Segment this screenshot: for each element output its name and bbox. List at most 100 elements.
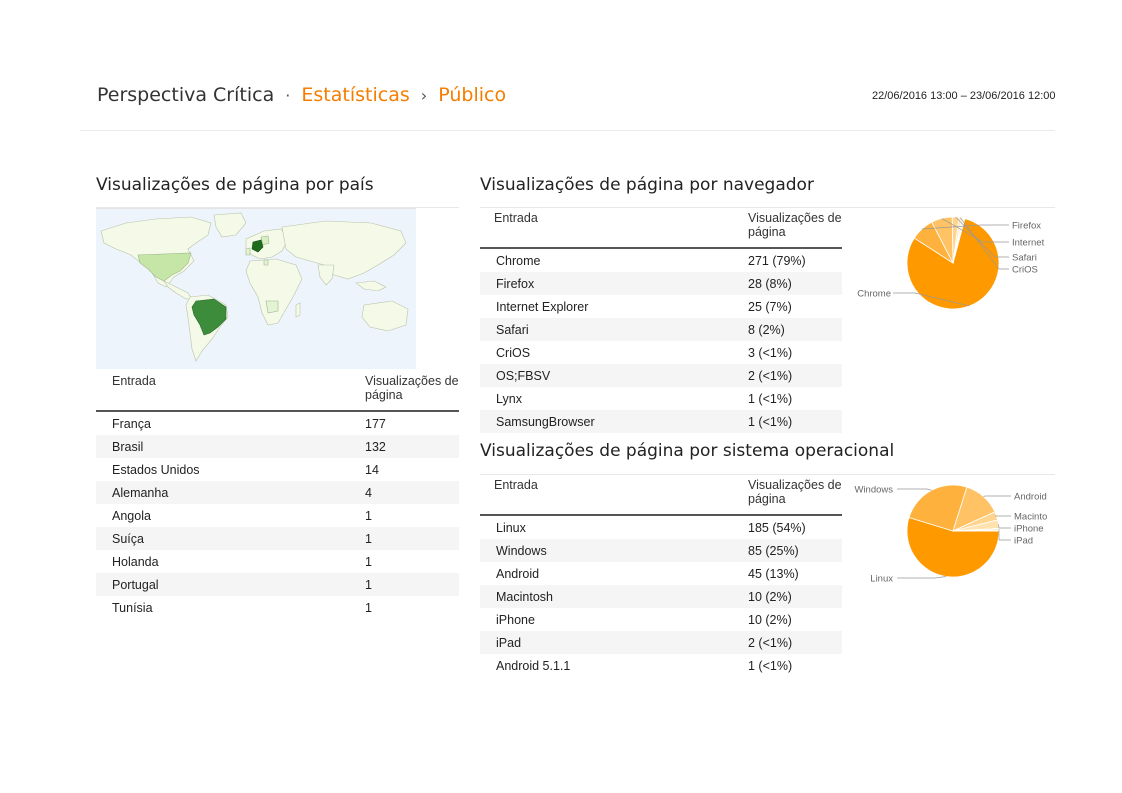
row-views: 28 (8%) bbox=[748, 272, 842, 295]
row-views: 10 (2%) bbox=[748, 612, 792, 627]
row-name: Firefox bbox=[480, 272, 748, 295]
table-row: Internet Explorer 25 (7%) bbox=[480, 295, 842, 318]
row-views: 132 bbox=[365, 435, 459, 458]
asia-shape[interactable] bbox=[281, 220, 407, 280]
pie-label: Internet bbox=[1012, 238, 1045, 249]
world-map[interactable] bbox=[96, 208, 416, 369]
row-name: iPhone bbox=[496, 612, 535, 627]
madagascar-shape[interactable] bbox=[295, 302, 301, 318]
table-header: Entrada Visualizações de página bbox=[480, 211, 842, 248]
table-row: Macintosh 10 (2%) bbox=[480, 585, 842, 608]
row-name: Android bbox=[496, 566, 540, 581]
row-views: 25 (7%) bbox=[748, 299, 792, 314]
col-views[interactable]: Visualizações de página bbox=[748, 211, 842, 239]
australia-shape[interactable] bbox=[361, 300, 409, 332]
table-row: Holanda 1 bbox=[96, 550, 459, 573]
africa-shape[interactable] bbox=[245, 258, 303, 326]
pie-label: Macinto bbox=[1014, 512, 1047, 523]
row-views: 85 (25%) bbox=[748, 539, 842, 562]
section-divider bbox=[480, 207, 1055, 208]
pie-leader-line bbox=[921, 224, 1009, 230]
row-views: 3 (<1%) bbox=[748, 345, 793, 360]
row-name: Lynx bbox=[496, 391, 522, 406]
tunisia-shape[interactable] bbox=[263, 259, 269, 266]
col-entry[interactable]: Entrada bbox=[494, 211, 538, 225]
row-views: 1 (<1%) bbox=[748, 658, 793, 673]
table-header: Entrada Visualizações de página bbox=[96, 374, 459, 411]
row-views: 1 (<1%) bbox=[748, 391, 793, 406]
row-name: Angola bbox=[112, 508, 151, 523]
table-row: Chrome 271 (79%) bbox=[480, 248, 842, 272]
angola-shape[interactable] bbox=[265, 300, 279, 314]
row-name: Holanda bbox=[112, 554, 159, 569]
pie-label: Windows bbox=[854, 485, 893, 496]
table-row: Firefox 28 (8%) bbox=[480, 272, 842, 295]
browser-table: Entrada Visualizações de página Chrome 27… bbox=[480, 211, 842, 433]
table-row: CriOS 3 (<1%) bbox=[480, 341, 842, 364]
row-name: Windows bbox=[480, 539, 748, 562]
row-name: Linux bbox=[496, 520, 526, 535]
table-row: Suíça 1 bbox=[96, 527, 459, 550]
germany-shape[interactable] bbox=[260, 235, 270, 246]
page-title[interactable]: Público bbox=[438, 84, 507, 106]
col-entry[interactable]: Entrada bbox=[112, 374, 156, 388]
table-row: OS;FBSV 2 (<1%) bbox=[480, 364, 842, 387]
table-row: Android 45 (13%) bbox=[480, 562, 842, 585]
col-entry[interactable]: Entrada bbox=[494, 478, 538, 492]
table-row: Alemanha 4 bbox=[96, 481, 459, 504]
row-views: 14 bbox=[365, 462, 379, 477]
row-name: Portugal bbox=[96, 573, 365, 596]
pie-label: Linux bbox=[870, 574, 893, 585]
table-row: iPhone 10 (2%) bbox=[480, 608, 842, 631]
stats-link[interactable]: Estatísticas bbox=[301, 84, 410, 106]
table-row: Lynx 1 (<1%) bbox=[480, 387, 842, 410]
country-table: Entrada Visualizações de página França 17… bbox=[96, 374, 459, 619]
table-header: Entrada Visualizações de página bbox=[480, 478, 842, 515]
table-row: iPad 2 (<1%) bbox=[480, 631, 842, 654]
row-views: 10 (2%) bbox=[748, 585, 842, 608]
row-name: Safari bbox=[480, 318, 748, 341]
row-views: 8 (2%) bbox=[748, 318, 842, 341]
usa-shape[interactable] bbox=[137, 252, 192, 282]
row-name: Tunísia bbox=[112, 600, 153, 615]
greenland-shape[interactable] bbox=[213, 212, 247, 238]
row-name: Android 5.1.1 bbox=[496, 658, 571, 673]
row-name: Estados Unidos bbox=[112, 462, 200, 477]
col-views[interactable]: Visualizações de página bbox=[365, 374, 459, 402]
indonesia-shape[interactable] bbox=[355, 280, 387, 292]
pie-leader-line bbox=[941, 218, 1009, 243]
site-title[interactable]: Perspectiva Crítica bbox=[97, 84, 275, 106]
row-views: 45 (13%) bbox=[748, 566, 799, 581]
brazil-shape[interactable] bbox=[191, 298, 227, 336]
table-row: Windows 85 (25%) bbox=[480, 539, 842, 562]
world-map-svg bbox=[96, 209, 416, 369]
row-views: 177 bbox=[365, 416, 386, 431]
pie-leader-line bbox=[897, 576, 947, 579]
col-views[interactable]: Visualizações de página bbox=[748, 478, 842, 506]
section-divider bbox=[480, 474, 1055, 475]
north-america-shape[interactable] bbox=[100, 216, 212, 288]
row-name: Brasil bbox=[96, 435, 365, 458]
pie-slice-samsungbrowser[interactable] bbox=[952, 217, 966, 264]
row-views: 1 bbox=[365, 554, 372, 569]
row-views: 1 bbox=[365, 527, 459, 550]
os-section-title: Visualizações de página por sistema oper… bbox=[480, 441, 895, 461]
browser-section-title: Visualizações de página por navegador bbox=[480, 175, 814, 195]
india-shape[interactable] bbox=[317, 264, 335, 286]
breadcrumb-chevron: › bbox=[420, 86, 428, 105]
pie-label: Firefox bbox=[1012, 221, 1041, 232]
row-name: Chrome bbox=[496, 253, 541, 268]
pie-slice-linux[interactable] bbox=[906, 517, 1000, 578]
portugal-shape[interactable] bbox=[245, 247, 251, 256]
pie-slice-windows[interactable] bbox=[908, 484, 968, 532]
row-name: SamsungBrowser bbox=[480, 410, 748, 433]
country-section-title: Visualizações de página por país bbox=[96, 175, 374, 195]
date-range[interactable]: 22/06/2016 13:00 – 23/06/2016 12:00 bbox=[872, 90, 1056, 102]
pie-label: Chrome bbox=[857, 289, 891, 300]
pie-label: iPad bbox=[1014, 536, 1033, 547]
table-row: Brasil 132 bbox=[96, 435, 459, 458]
pie-label: CriOS bbox=[1012, 265, 1038, 276]
france-shape[interactable] bbox=[251, 239, 264, 253]
